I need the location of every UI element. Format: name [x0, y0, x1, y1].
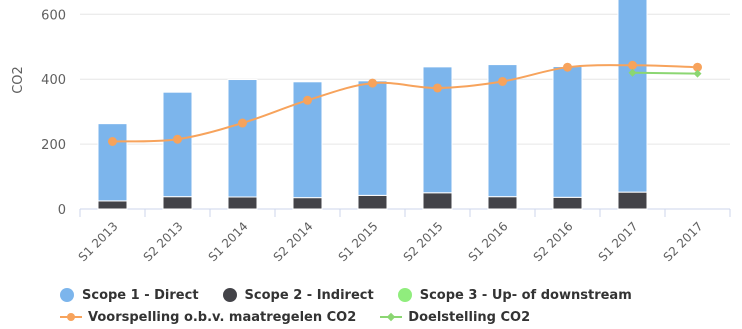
forecast-point	[303, 95, 312, 105]
forecast-point	[563, 62, 572, 72]
target-point	[693, 69, 702, 78]
forecast-point	[693, 62, 702, 72]
target-line	[632, 71, 698, 75]
legend-item-forecast[interactable]: Voorspelling o.b.v. maatregelen CO2	[60, 310, 356, 325]
bar-scope2	[357, 194, 388, 210]
bar-scope1	[552, 66, 583, 198]
legend-item-scope1[interactable]: Scope 1 - Direct	[60, 288, 199, 303]
forecast-point	[108, 137, 117, 147]
bar-scope2	[487, 196, 518, 210]
legend-marker-scope3	[397, 288, 412, 302]
bar-scope2	[227, 196, 258, 210]
legend-marker-target	[380, 310, 403, 324]
x-tick-label: S1 2013	[76, 219, 121, 264]
legend-marker-scope1	[60, 288, 74, 302]
bar-scope2	[617, 191, 648, 210]
x-tick-label: S2 2014	[271, 219, 316, 264]
x-tick-label: S2 2016	[531, 219, 576, 264]
bar-scope2	[162, 196, 193, 210]
legend-item-target[interactable]: Doelstelling CO2	[380, 310, 530, 325]
forecast-point	[368, 78, 377, 88]
legend-label-scope3: Scope 3 - Up- of downstream	[419, 287, 632, 303]
x-tick-label: S2 2013	[141, 219, 186, 264]
bar-scope1	[617, 0, 648, 193]
bar-scope2	[422, 192, 453, 210]
forecast-point	[238, 118, 247, 128]
legend-label-scope1: Scope 1 - Direct	[82, 287, 199, 303]
bar-scope1	[487, 64, 518, 198]
bar-scope2	[292, 197, 323, 210]
x-tick-label: S1 2015	[336, 219, 381, 264]
forecast-line	[112, 64, 698, 143]
forecast-point	[498, 76, 507, 86]
legend-marker-forecast	[60, 310, 82, 324]
bar-scope1	[357, 80, 388, 196]
x-tick-label: S2 2015	[401, 219, 446, 264]
x-tick-label: S1 2014	[206, 219, 251, 264]
forecast-point	[173, 134, 182, 144]
y-tick-label: 0	[58, 203, 66, 218]
chart-legend: Scope 1 - Direct Scope 2 - Indirect Scop…	[60, 284, 742, 328]
legend-item-scope3[interactable]: Scope 3 - Up- of downstream	[397, 287, 632, 303]
x-tick-label: S1 2016	[466, 219, 511, 264]
target-point	[628, 68, 637, 77]
bar-scope1	[162, 91, 193, 198]
forecast-point	[628, 60, 637, 70]
legend-label-forecast: Voorspelling o.b.v. maatregelen CO2	[88, 309, 357, 325]
forecast-point	[433, 83, 442, 93]
legend-label-scope2: Scope 2 - Indirect	[244, 287, 374, 303]
x-tick-label: S2 2017	[661, 219, 706, 264]
y-axis-title: CO2	[11, 66, 26, 94]
bar-scope1	[97, 123, 128, 202]
bar-scope2	[552, 196, 583, 210]
y-tick-label: 400	[41, 73, 66, 88]
y-tick-label: 600	[41, 8, 66, 23]
y-tick-label: 200	[41, 138, 66, 153]
bar-scope1	[227, 79, 258, 198]
x-tick-label: S1 2017	[596, 219, 641, 264]
legend-item-scope2[interactable]: Scope 2 - Indirect	[222, 287, 374, 303]
bar-scope2	[97, 200, 128, 210]
legend-label-target: Doelstelling CO2	[408, 309, 531, 325]
legend-marker-scope2	[222, 288, 237, 302]
